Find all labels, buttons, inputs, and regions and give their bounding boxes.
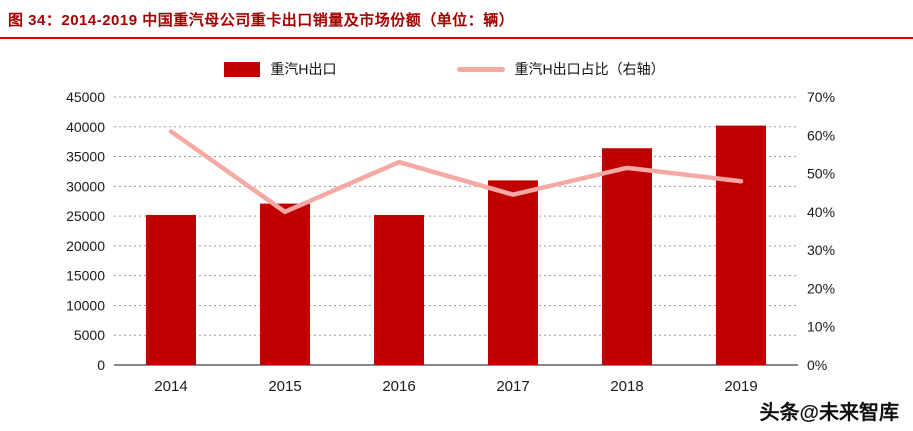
left-axis-tick-label: 25000	[66, 208, 105, 224]
ratio-line	[168, 129, 744, 215]
chart-legend: 重汽H出口 重汽H出口占比（右轴）	[36, 59, 853, 79]
bar-2014	[146, 214, 196, 365]
x-axis-label-2018: 2018	[610, 378, 643, 395]
bar-2017	[488, 180, 538, 365]
x-axis-label-2014: 2014	[154, 378, 187, 395]
right-axis-tick-label: 60%	[807, 127, 835, 143]
bar-series-swatch	[224, 61, 261, 77]
legend-item-share: 重汽H出口占比（右轴）	[456, 59, 665, 79]
left-axis-tick-label: 0	[97, 357, 105, 373]
legend-item-exports: 重汽H出口	[224, 59, 337, 79]
left-axis-tick-label: 5000	[74, 327, 105, 343]
legend-label-share: 重汽H出口占比（右轴）	[514, 61, 665, 77]
bar-2019	[716, 125, 766, 365]
left-axis-tick-label: 40000	[66, 119, 105, 135]
left-axis-tick-label: 45000	[66, 89, 105, 105]
right-axis-tick-label: 30%	[807, 242, 835, 258]
chart-area: 重汽H出口 重汽H出口占比（右轴） 0 5000 10000 15000 20000 25…	[36, 59, 913, 404]
combo-chart: 0 5000 10000 15000 20000 25000 30000 35000 40000…	[66, 89, 835, 395]
watermark: 头条@未来智库	[759, 402, 899, 424]
x-axis-label-2019: 2019	[724, 378, 757, 395]
right-axis-tick-label: 70%	[807, 89, 835, 105]
left-axis-tick-label: 10000	[66, 297, 105, 313]
bar-2015	[260, 203, 310, 365]
x-axis-label-2016: 2016	[382, 378, 415, 395]
bar-2016	[374, 214, 424, 365]
line-series-swatch	[456, 66, 505, 72]
bar-2018	[602, 148, 652, 365]
right-axis-tick-label: 40%	[807, 204, 835, 220]
x-axis-label-2015: 2015	[268, 378, 301, 395]
legend-label-exports: 重汽H出口	[270, 61, 337, 77]
left-axis-tick-label: 30000	[66, 178, 105, 194]
figure-header: 图 34：2014-2019 中国重汽母公司重卡出口销量及市场份额（单位：辆）	[0, 0, 913, 39]
left-axis-tick-label: 35000	[66, 149, 105, 165]
x-axis-label-2017: 2017	[496, 378, 529, 395]
figure-title: 图 34：2014-2019 中国重汽母公司重卡出口销量及市场份额（单位：辆）	[8, 12, 515, 29]
left-axis-tick-label: 15000	[66, 268, 105, 284]
right-axis-tick-label: 20%	[807, 280, 835, 296]
right-axis-tick-label: 50%	[807, 166, 835, 182]
left-axis-tick-label: 20000	[66, 238, 105, 254]
right-axis-tick-label: 10%	[807, 319, 835, 335]
right-axis-tick-label: 0%	[807, 357, 827, 373]
